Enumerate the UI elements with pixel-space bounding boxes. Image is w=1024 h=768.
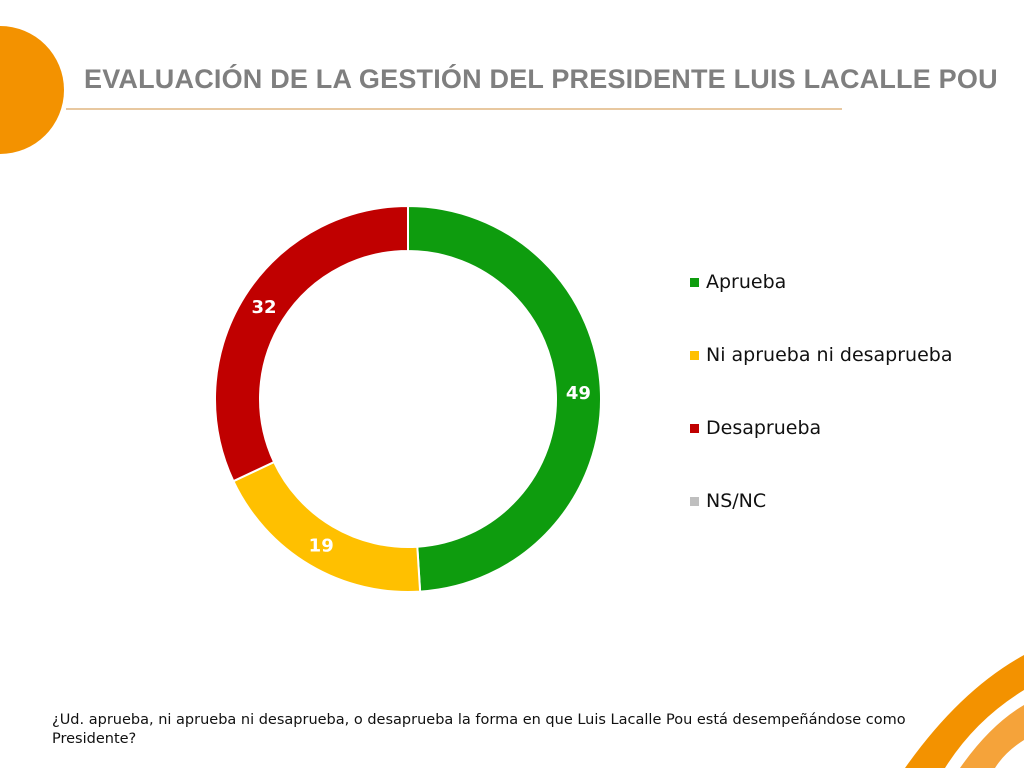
legend-item-aprueba: Aprueba [690, 268, 952, 296]
legend-swatch-icon [690, 350, 699, 360]
legend-label: Aprueba [706, 271, 787, 293]
page-title: EVALUACIÓN DE LA GESTIÓN DEL PRESIDENTE … [84, 64, 998, 94]
chart-legend: Aprueba Ni aprueba ni desaprueba Desapru… [690, 268, 952, 560]
legend-label: Ni aprueba ni desaprueba [706, 344, 953, 366]
data-label-ni-aprueba-ni-desaprueba: 19 [309, 535, 334, 556]
legend-item-ni-aprueba-ni-desaprueba: Ni aprueba ni desaprueba [690, 341, 952, 369]
orange-corner-circle [0, 26, 64, 154]
slice-aprueba [407, 204, 602, 593]
slice-desaprueba [214, 204, 409, 483]
legend-swatch-icon [690, 423, 699, 433]
data-label-desaprueba: 32 [252, 297, 277, 318]
legend-item-desaprueba: Desaprueba [690, 414, 952, 442]
title-divider [66, 108, 842, 110]
legend-label: Desaprueba [706, 417, 822, 439]
legend-swatch-icon [690, 496, 699, 506]
chart-slices [214, 204, 602, 593]
data-label-aprueba: 49 [566, 383, 591, 404]
slice-ni-aprueba-ni-desaprueba [232, 460, 422, 593]
legend-label: NS/NC [706, 490, 767, 512]
survey-question: ¿Ud. aprueba, ni aprueba ni desaprueba, … [52, 712, 906, 747]
orange-swoosh-inner [960, 705, 1024, 768]
legend-item-ns-nc: NS/NC [690, 487, 952, 515]
chart-data-labels: 49 19 32 [252, 297, 591, 556]
legend-swatch-icon [690, 277, 699, 287]
orange-swoosh-outer [905, 655, 1024, 768]
